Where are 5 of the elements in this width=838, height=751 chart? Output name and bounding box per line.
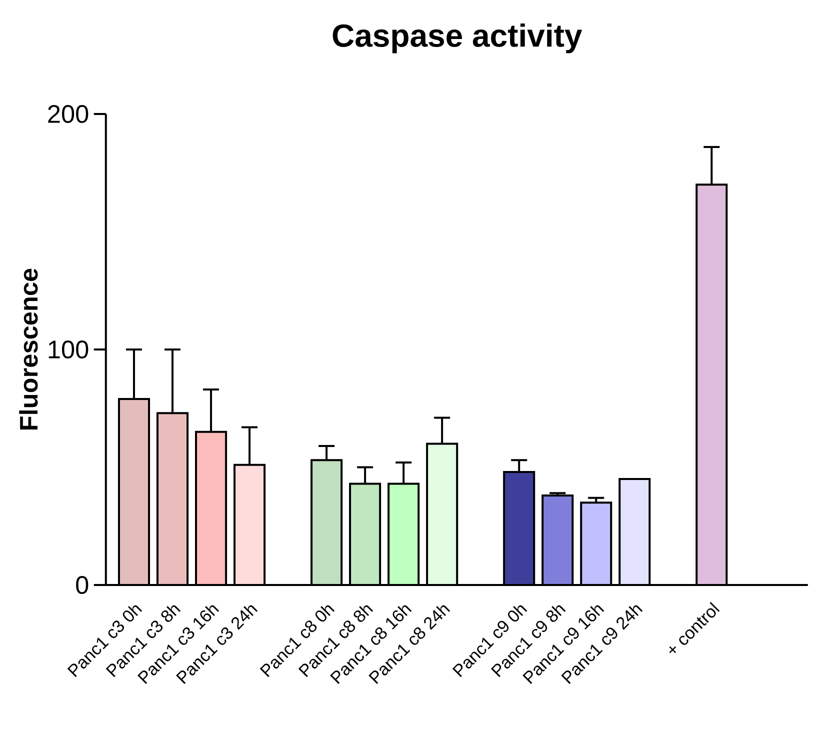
y-tick-label: 0 <box>76 576 88 594</box>
chart-title: Caspase activity <box>332 23 582 54</box>
y-tick-label: 200 <box>48 105 88 123</box>
y-tick-label: 100 <box>48 340 88 358</box>
y-axis-title: Fluorescence <box>19 268 38 430</box>
